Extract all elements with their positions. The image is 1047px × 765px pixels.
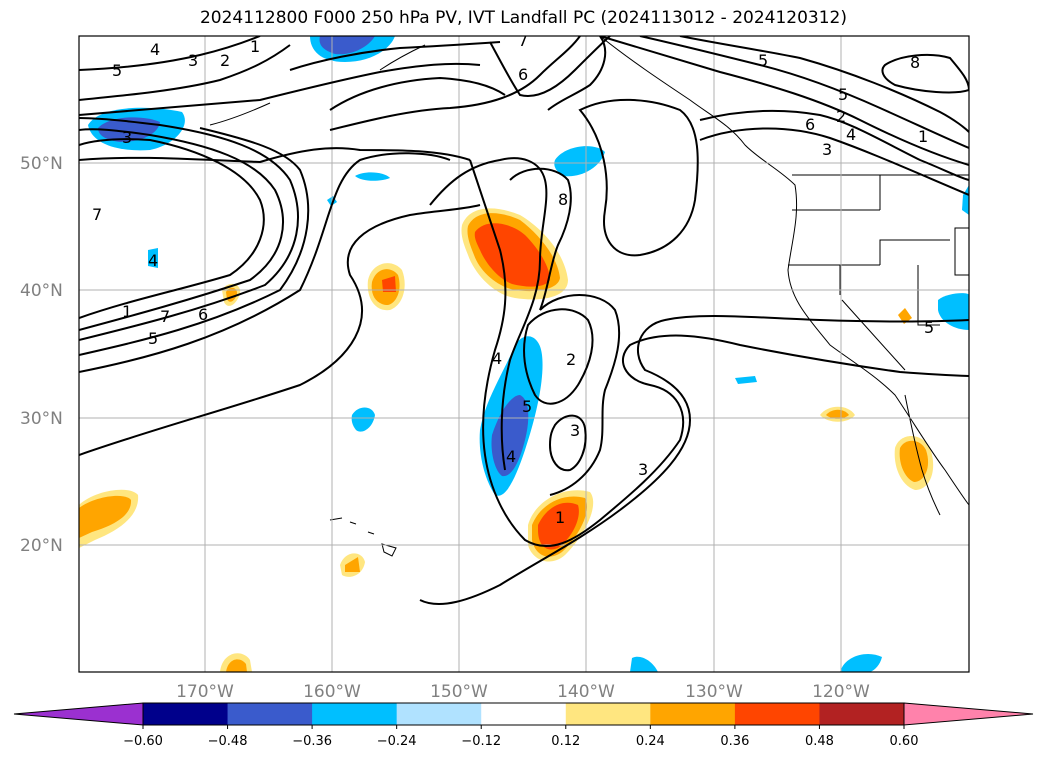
contour-label: 4 bbox=[846, 125, 856, 144]
lat-label: 30°N bbox=[20, 409, 63, 429]
map-panel: 4 3 2 1 5 7 6 5 3 8 5 6 2 4 3 1 7 8 4 1 … bbox=[79, 31, 969, 672]
colorbar-segment bbox=[734, 703, 820, 725]
lon-label: 170°W bbox=[176, 682, 234, 702]
contour-label: 2 bbox=[836, 107, 846, 126]
colorbar-segment bbox=[650, 703, 736, 725]
contour-label: 6 bbox=[518, 65, 528, 84]
contour-label: 6 bbox=[805, 115, 815, 134]
contour-label: 1 bbox=[250, 37, 260, 56]
contour-label: 3 bbox=[570, 421, 580, 440]
colorbar-tick-label: 0.48 bbox=[805, 734, 834, 749]
colorbar-extension-high bbox=[903, 702, 1034, 726]
contour-label: 5 bbox=[148, 329, 158, 348]
contour-label: 8 bbox=[558, 190, 568, 209]
colorbar-segment bbox=[143, 703, 229, 725]
colorbar-tick-label: 0.60 bbox=[890, 734, 919, 749]
contour-label: 2 bbox=[566, 350, 576, 369]
longitude-labels: 170°W 160°W 150°W 140°W 130°W 120°W bbox=[176, 682, 870, 702]
coastlines bbox=[209, 36, 969, 557]
colorbar-tick-label: −0.24 bbox=[377, 734, 417, 749]
contour-label: 7 bbox=[160, 307, 170, 326]
contour-label: 4 bbox=[506, 447, 516, 466]
graticule bbox=[79, 36, 969, 672]
lon-label: 160°W bbox=[303, 682, 361, 702]
contour-label: 1 bbox=[122, 302, 132, 321]
colorbar-tick-label: −0.36 bbox=[292, 734, 332, 749]
contour-label: 4 bbox=[492, 349, 502, 368]
contour-label: 3 bbox=[122, 128, 132, 147]
colorbar-segment bbox=[396, 703, 482, 725]
contour-label: 5 bbox=[112, 61, 122, 80]
colorbar-tick-label: 0.24 bbox=[636, 734, 665, 749]
contour-label: 1 bbox=[918, 127, 928, 146]
colorbar-frame bbox=[142, 702, 905, 726]
contour-label: 6 bbox=[198, 305, 208, 324]
contour-labels: 4 3 2 1 5 7 6 5 3 8 5 6 2 4 3 1 7 8 4 1 … bbox=[92, 31, 934, 527]
latitude-labels: 50°N 40°N 30°N 20°N bbox=[20, 154, 63, 556]
contour-label: 3 bbox=[188, 51, 198, 70]
colorbar-tick-label: 0.36 bbox=[720, 734, 749, 749]
colorbar-tick-label: 0.12 bbox=[551, 734, 580, 749]
contour-label: 3 bbox=[638, 460, 648, 479]
colorbar-segment bbox=[565, 703, 651, 725]
lat-label: 50°N bbox=[20, 154, 63, 174]
lon-label: 150°W bbox=[430, 682, 488, 702]
contour-label: 3 bbox=[822, 140, 832, 159]
contour-label: 4 bbox=[150, 40, 160, 59]
colorbar-tick-label: −0.60 bbox=[123, 734, 163, 749]
colorbar-tick-label: −0.12 bbox=[461, 734, 501, 749]
colorbar-segment bbox=[481, 703, 567, 725]
contour-label: 5 bbox=[522, 397, 532, 416]
contour-label: 7 bbox=[92, 205, 102, 224]
lon-label: 140°W bbox=[557, 682, 615, 702]
contour-label: 7 bbox=[518, 31, 528, 50]
contour-label: 4 bbox=[148, 251, 158, 270]
map-frame bbox=[78, 35, 970, 673]
colorbar-segment bbox=[312, 703, 398, 725]
pv-contours bbox=[79, 36, 969, 606]
contour-label: 2 bbox=[220, 51, 230, 70]
shaded-anomalies bbox=[79, 36, 969, 672]
lat-label: 20°N bbox=[20, 536, 63, 556]
colorbar-extension-low bbox=[13, 702, 144, 726]
colorbar: −0.60 −0.48 −0.36 −0.24 −0.12 0.12 0.24 0.36 0.4… bbox=[13, 702, 1034, 749]
colorbar-segment bbox=[819, 703, 905, 725]
contour-label: 8 bbox=[910, 53, 920, 72]
colorbar-tick-label: −0.48 bbox=[208, 734, 248, 749]
contour-label: 5 bbox=[758, 51, 768, 70]
colorbar-segment bbox=[227, 703, 313, 725]
lon-label: 130°W bbox=[685, 682, 743, 702]
lat-label: 40°N bbox=[20, 281, 63, 301]
contour-label: 1 bbox=[555, 508, 565, 527]
contour-label: 5 bbox=[838, 85, 848, 104]
lon-label: 120°W bbox=[812, 682, 870, 702]
map-title: 2024112800 F000 250 hPa PV, IVT Landfall… bbox=[199, 8, 847, 28]
contour-label: 5 bbox=[924, 318, 934, 337]
